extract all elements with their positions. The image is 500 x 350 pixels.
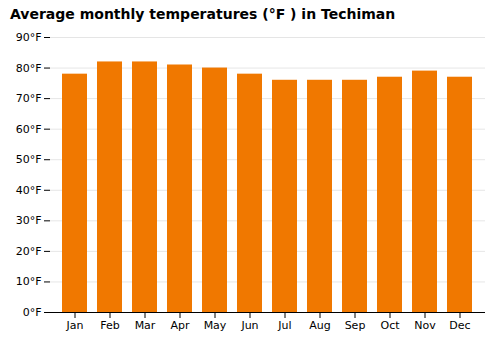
svg-text:10°F: 10°F: [16, 275, 42, 288]
svg-text:Jun: Jun: [240, 319, 258, 332]
svg-text:Oct: Oct: [380, 319, 400, 332]
svg-text:Aug: Aug: [309, 319, 330, 332]
svg-text:Sep: Sep: [345, 319, 366, 332]
svg-text:0°F: 0°F: [23, 306, 42, 319]
svg-text:Apr: Apr: [170, 319, 190, 332]
svg-text:40°F: 40°F: [16, 184, 42, 197]
svg-text:May: May: [204, 319, 227, 332]
svg-text:30°F: 30°F: [16, 214, 42, 227]
svg-text:Dec: Dec: [449, 319, 470, 332]
svg-text:20°F: 20°F: [16, 245, 42, 258]
svg-text:80°F: 80°F: [16, 62, 42, 75]
svg-text:60°F: 60°F: [16, 123, 42, 136]
svg-text:Nov: Nov: [414, 319, 436, 332]
svg-text:Mar: Mar: [135, 319, 156, 332]
html-text:Average monthly temperatures (: Average monthly temperatures (°F ) in Te…: [10, 6, 396, 22]
svg-text:Feb: Feb: [100, 319, 119, 332]
svg-text:70°F: 70°F: [16, 92, 42, 105]
svg-text:Jan: Jan: [66, 319, 84, 332]
svg-text:Jul: Jul: [277, 319, 291, 332]
svg-text:50°F: 50°F: [16, 153, 42, 166]
svg-text:90°F: 90°F: [16, 31, 42, 44]
